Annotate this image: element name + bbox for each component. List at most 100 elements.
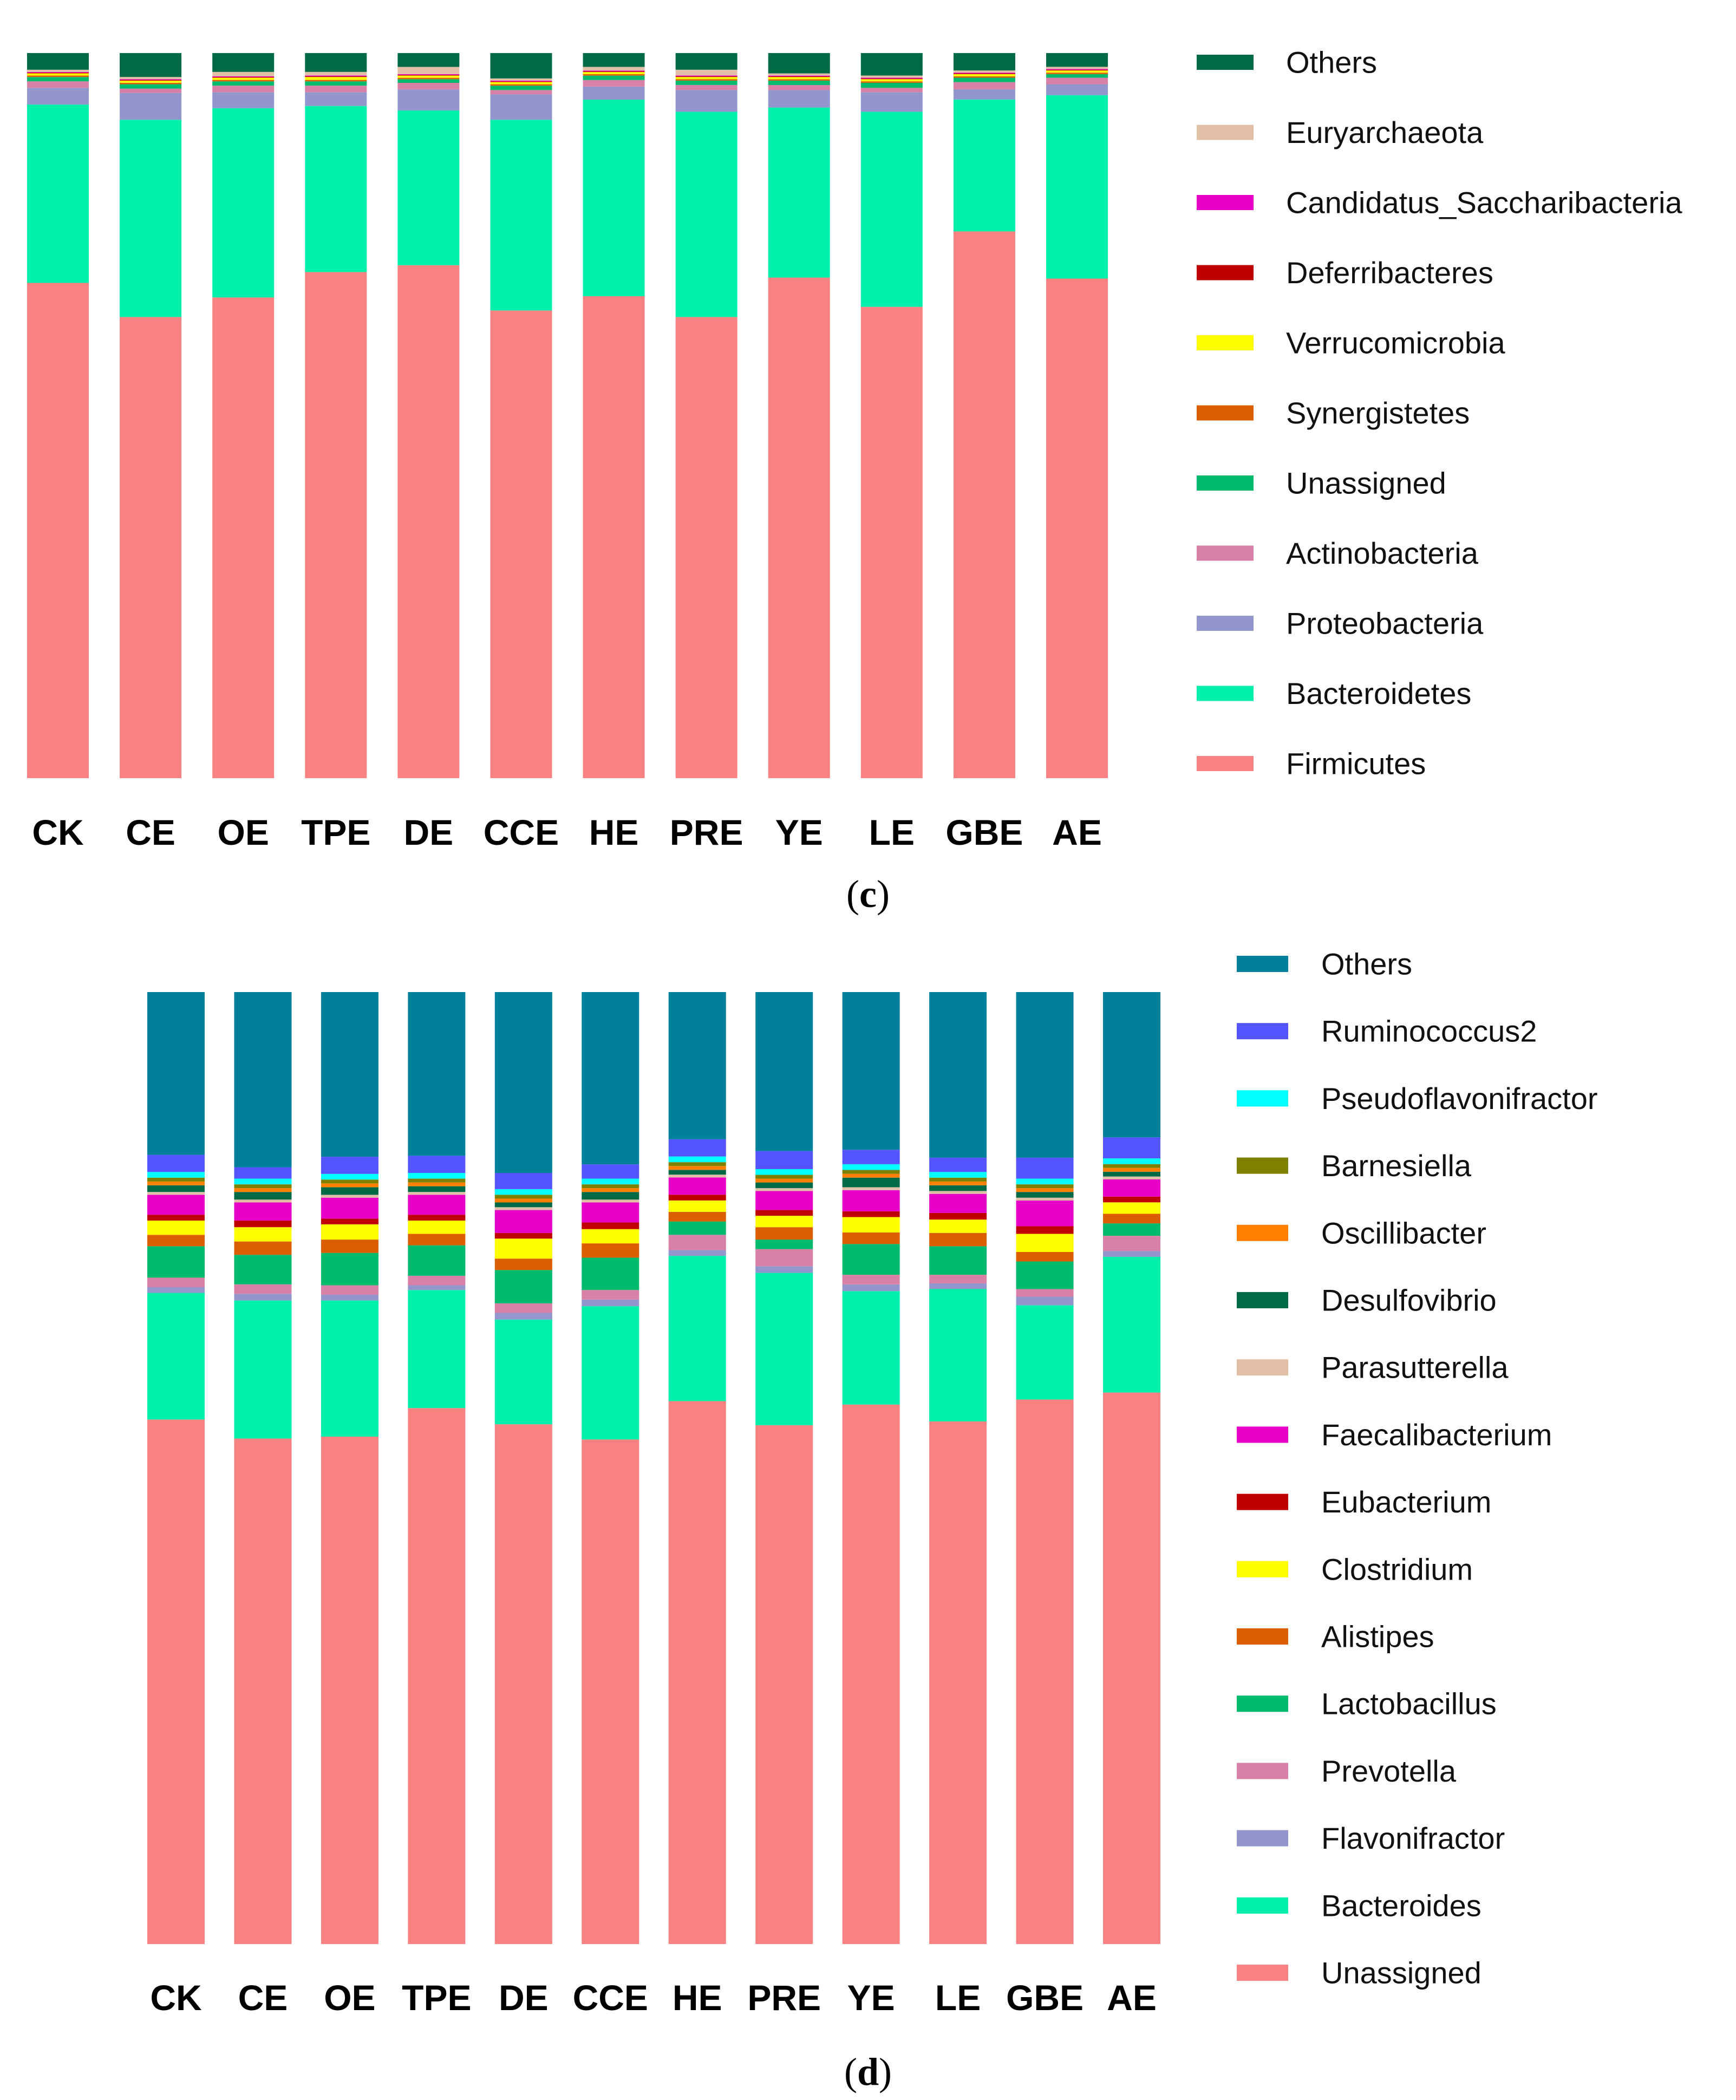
c-bar-segment-he-euryarchaeota bbox=[583, 67, 645, 71]
c-bar-segment-tpe-others bbox=[305, 53, 367, 72]
d-bar-segment-gbe-barnesiella bbox=[1016, 1184, 1074, 1189]
d-bar-segment-ae-alistipes bbox=[1103, 1214, 1160, 1224]
c-bar-segment-cce-proteobacteria bbox=[490, 94, 552, 120]
d-bar-segment-tpe-ruminococcus2 bbox=[408, 1156, 466, 1173]
d-bar-segment-ae-faecalibacterium bbox=[1103, 1179, 1160, 1197]
d-bar-segment-oe-others bbox=[321, 992, 378, 1157]
d-bar-segment-pre-desulfovibrio bbox=[755, 1182, 813, 1189]
d-bar-segment-he-barnesiella bbox=[668, 1162, 726, 1166]
chart-d-x-tick-labels: CK CE OE TPE DE CCE HE PRE YE LE GBE AE bbox=[150, 1978, 1157, 2018]
d-bar-segment-ck-faecalibacterium bbox=[147, 1195, 205, 1215]
d-bar-segment-ye-ruminococcus2 bbox=[842, 1150, 900, 1164]
c-x-tick-tpe: TPE bbox=[301, 812, 370, 852]
chart-c-legend: Others Euryarchaeota Candidatus_Sacchariba… bbox=[1197, 45, 1682, 781]
d-bar-segment-ye-flavonifractor bbox=[842, 1284, 900, 1292]
d-bar-segment-ae-bacteroides bbox=[1103, 1256, 1160, 1393]
d-bar-segment-ae-desulfovibrio bbox=[1103, 1171, 1160, 1177]
d-bar-segment-ye-desulfovibrio bbox=[842, 1177, 900, 1188]
d-bar-segment-ye-pseudoflavonifractor bbox=[842, 1164, 900, 1170]
d-bar-segment-le-barnesiella bbox=[929, 1177, 987, 1182]
d-bar-segment-gbe-lactobacillus bbox=[1016, 1261, 1074, 1289]
c-legend-label-proteobacteria: Proteobacteria bbox=[1286, 606, 1484, 641]
c-bar-segment-ae-others bbox=[1046, 53, 1108, 67]
c-bar-segment-ck-candidatus-saccharibacteria bbox=[27, 71, 89, 73]
d-bar-segment-tpe-prevotella bbox=[408, 1275, 466, 1286]
d-legend-swatch-bacteroides bbox=[1237, 1897, 1288, 1914]
c-legend-swatch-firmicutes bbox=[1197, 756, 1254, 771]
d-bar-segment-ye-unassigned bbox=[842, 1404, 900, 1944]
c-bar-segment-ce-bacteroidetes bbox=[120, 120, 182, 317]
d-bar-segment-le-others bbox=[929, 992, 987, 1158]
c-legend-swatch-unassigned bbox=[1197, 475, 1254, 491]
d-legend-label-others: Others bbox=[1321, 947, 1412, 981]
c-x-tick-cce: CCE bbox=[484, 812, 559, 852]
d-legend-swatch-ruminococcus2 bbox=[1237, 1023, 1288, 1040]
d-legend-swatch-unassigned bbox=[1237, 1965, 1288, 1981]
c-bar-segment-gbe-deferribacteres bbox=[953, 73, 1015, 74]
d-bar-segment-gbe-others bbox=[1016, 992, 1074, 1158]
d-bar-segment-ce-parasutterella bbox=[234, 1199, 292, 1203]
c-bar-segment-he-actinobacteria bbox=[583, 80, 645, 87]
c-bar-segment-ce-candidatus-saccharibacteria bbox=[120, 79, 182, 80]
d-legend-swatch-alistipes bbox=[1237, 1628, 1288, 1645]
d-bar-segment-de-eubacterium bbox=[494, 1232, 552, 1239]
d-x-tick-gbe: GBE bbox=[1006, 1978, 1084, 2018]
d-bar-segment-cce-oscillibacter bbox=[582, 1188, 639, 1192]
d-bar-segment-de-flavonifractor bbox=[494, 1313, 552, 1320]
c-bar-segment-le-others bbox=[860, 53, 923, 76]
c-bar-segment-tpe-verrucomicrobia bbox=[305, 77, 367, 80]
d-bar-segment-pre-clostridium bbox=[755, 1216, 813, 1228]
d-legend-swatch-prevotella bbox=[1237, 1763, 1288, 1779]
c-bar-segment-ce-proteobacteria bbox=[120, 93, 182, 120]
d-bar-segment-ce-barnesiella bbox=[234, 1184, 292, 1189]
c-x-tick-ye: YE bbox=[775, 812, 823, 852]
d-bar-segment-pre-ruminococcus2 bbox=[755, 1151, 813, 1169]
d-bar-segment-tpe-flavonifractor bbox=[408, 1285, 466, 1290]
d-bar-segment-cce-ruminococcus2 bbox=[582, 1164, 639, 1179]
c-bar-segment-ae-proteobacteria bbox=[1046, 84, 1108, 95]
c-bar-segment-de-firmicutes bbox=[397, 265, 460, 778]
c-bar-segment-ye-firmicutes bbox=[768, 277, 830, 778]
c-bar-segment-tpe-firmicutes bbox=[305, 272, 367, 778]
c-legend-label-unassigned: Unassigned bbox=[1286, 466, 1446, 500]
d-x-tick-ck: CK bbox=[150, 1978, 202, 2018]
d-bar-segment-pre-eubacterium bbox=[755, 1210, 813, 1216]
d-bar-segment-ck-prevotella bbox=[147, 1277, 205, 1287]
c-bar-segment-cce-bacteroidetes bbox=[490, 120, 552, 311]
d-bar-segment-he-clostridium bbox=[668, 1200, 726, 1212]
d-bar-segment-gbe-flavonifractor bbox=[1016, 1296, 1074, 1306]
c-bar-segment-ce-synergistetes bbox=[120, 82, 182, 84]
c-legend-swatch-candidatus-saccharibacteria bbox=[1197, 195, 1254, 210]
d-bar-segment-pre-alistipes bbox=[755, 1227, 813, 1240]
d-bar-segment-pre-bacteroides bbox=[755, 1273, 813, 1425]
c-bar-segment-oe-actinobacteria bbox=[212, 86, 275, 93]
d-bar-segment-le-clostridium bbox=[929, 1219, 987, 1233]
d-bar-segment-he-flavonifractor bbox=[668, 1250, 726, 1256]
d-bar-segment-tpe-faecalibacterium bbox=[408, 1195, 466, 1215]
panel-label-c: (c) bbox=[846, 872, 890, 916]
c-legend-swatch-proteobacteria bbox=[1197, 616, 1254, 631]
d-bar-segment-pre-unassigned bbox=[755, 1425, 813, 1944]
d-bar-segment-cce-pseudoflavonifractor bbox=[582, 1178, 639, 1185]
c-bar-segment-ck-synergistetes bbox=[27, 75, 89, 77]
c-legend-label-euryarchaeota: Euryarchaeota bbox=[1286, 115, 1484, 149]
d-bar-segment-oe-faecalibacterium bbox=[321, 1197, 378, 1219]
c-legend-swatch-deferribacteres bbox=[1197, 265, 1254, 281]
d-bar-segment-le-prevotella bbox=[929, 1275, 987, 1283]
d-bar-segment-ce-eubacterium bbox=[234, 1220, 292, 1228]
c-bar-segment-pre-bacteroidetes bbox=[675, 112, 738, 317]
c-bar-segment-ck-verrucomicrobia bbox=[27, 73, 89, 76]
d-x-tick-pre: PRE bbox=[747, 1978, 821, 2018]
c-legend-swatch-others bbox=[1197, 55, 1254, 70]
d-bar-segment-ye-others bbox=[842, 992, 900, 1150]
d-bar-segment-de-parasutterella bbox=[494, 1207, 552, 1210]
d-bar-segment-pre-others bbox=[755, 992, 813, 1151]
d-bar-segment-tpe-unassigned bbox=[408, 1408, 466, 1944]
d-bar-segment-ck-clostridium bbox=[147, 1220, 205, 1235]
d-legend-label-alistipes: Alistipes bbox=[1321, 1620, 1434, 1654]
d-bar-segment-oe-unassigned bbox=[321, 1436, 378, 1944]
c-bar-segment-ce-others bbox=[120, 53, 182, 77]
c-bar-segment-pre-others bbox=[675, 53, 738, 70]
d-bar-segment-tpe-bacteroides bbox=[408, 1290, 466, 1408]
c-x-tick-gbe: GBE bbox=[945, 812, 1023, 852]
